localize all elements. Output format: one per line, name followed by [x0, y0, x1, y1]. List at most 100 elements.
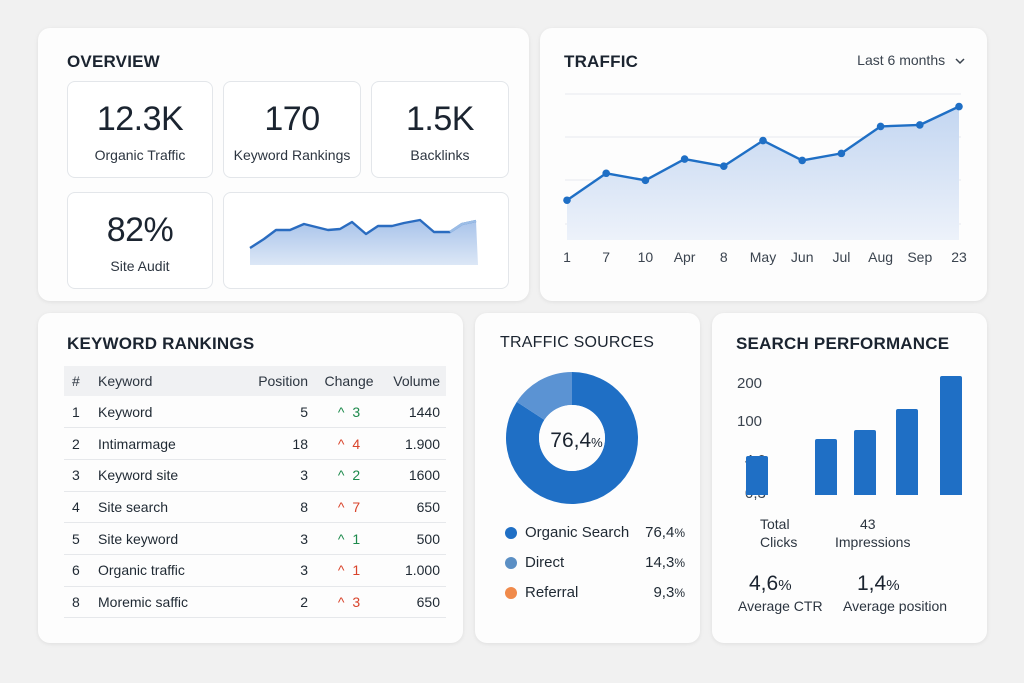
arrow-down-icon: ^ — [337, 593, 345, 610]
legend-item[interactable]: Direct 14,3% — [505, 553, 685, 573]
x-axis-tick-label: 10 — [638, 249, 654, 265]
organic-traffic-stat[interactable]: 12.3K Organic Traffic — [67, 81, 213, 178]
table-row[interactable]: 6 Organic traffic 3 ^ 1 1.000 — [64, 554, 446, 587]
column-header-position[interactable]: Position — [248, 366, 308, 396]
total-clicks-label-line1: Total — [760, 516, 790, 532]
legend-dot-icon — [505, 587, 517, 599]
search-performance-bar[interactable] — [815, 439, 837, 495]
traffic-data-point — [563, 196, 571, 205]
range-dropdown[interactable]: Last 6 months — [857, 52, 965, 68]
arrow-down-icon: ^ — [337, 498, 345, 515]
average-ctr-value: 4,6% — [749, 572, 792, 596]
total-clicks-label-line2: Clicks — [760, 534, 798, 550]
x-axis-tick-label: May — [750, 249, 776, 265]
change-indicator: ^ 3 — [329, 594, 369, 610]
impressions-value: 43 — [860, 516, 876, 532]
table-row[interactable]: 4 Site search 8 ^ 7 650 — [64, 491, 446, 524]
keyword-rankings-card: KEYWORD RANKINGS # Keyword Position Chan… — [38, 313, 463, 643]
change-value: 3 — [352, 403, 361, 420]
traffic-data-point — [641, 176, 650, 185]
change-value: 1 — [352, 562, 361, 579]
table-row[interactable]: 2 Intimarmage 18 ^ 4 1.900 — [64, 427, 446, 460]
row-change: ^ 1 — [308, 522, 382, 555]
donut-hole — [539, 405, 605, 471]
arrow-up-icon: ^ — [337, 467, 345, 484]
legend-item[interactable]: Organic Search 76,4% — [505, 523, 685, 543]
legend-value-number: 76,4 — [645, 524, 675, 541]
change-indicator: ^ 2 — [329, 467, 369, 483]
legend-value: 14,3% — [645, 554, 685, 571]
row-position: 18 — [248, 427, 308, 460]
row-index: 1 — [64, 396, 98, 429]
row-index: 2 — [64, 427, 98, 460]
traffic-sources-donut — [506, 372, 638, 504]
change-indicator: ^ 7 — [329, 499, 369, 515]
traffic-data-point — [798, 156, 806, 165]
average-ctr-number: 4,6 — [749, 572, 779, 595]
donut-center-value: 76,4% — [480, 429, 673, 453]
column-header-change[interactable]: Change — [308, 366, 382, 396]
legend-value: 76,4% — [645, 524, 685, 541]
keyword-rankings-label: Keyword Rankings — [233, 147, 351, 163]
axis-tick-label: 200 — [737, 375, 763, 392]
traffic-title: TRAFFIC — [564, 52, 639, 71]
table-row[interactable]: 3 Keyword site 3 ^ 2 1600 — [64, 459, 446, 492]
row-volume: 1440 — [382, 396, 446, 429]
change-indicator: ^ 4 — [329, 436, 369, 452]
search-performance-bar[interactable] — [854, 429, 876, 495]
average-ctr-label: Average CTR — [738, 598, 823, 614]
row-volume: 650 — [382, 491, 446, 524]
arrow-up-icon: ^ — [337, 403, 345, 420]
average-position-label: Average position — [843, 598, 948, 614]
row-keyword: Site keyword — [98, 522, 248, 555]
site-audit-stat[interactable]: 82% Site Audit — [67, 192, 213, 289]
change-value: 2 — [352, 467, 361, 484]
site-audit-value: 82% — [106, 211, 174, 249]
row-change: ^ 7 — [308, 491, 382, 524]
donut-center-unit: % — [591, 435, 603, 450]
row-volume: 1.900 — [382, 427, 446, 460]
sparkline-line — [249, 218, 477, 250]
sparkline-tail — [449, 219, 477, 233]
site-audit-label: Site Audit — [110, 258, 170, 274]
axis-tick-label: 100 — [737, 413, 763, 430]
row-change: ^ 3 — [308, 396, 382, 429]
x-axis-tick-label: Apr — [674, 249, 696, 265]
row-position: 5 — [248, 396, 308, 429]
column-header-keyword[interactable]: Keyword — [98, 366, 248, 396]
traffic-data-point — [955, 102, 963, 111]
average-ctr-unit: % — [778, 577, 792, 594]
donut-slice — [506, 372, 638, 504]
legend-name: Organic Search — [525, 524, 630, 541]
legend-item[interactable]: Referral 9,3% — [505, 583, 685, 603]
x-axis-tick-label: Sep — [907, 249, 932, 265]
x-axis-tick-label: Jul — [832, 249, 850, 265]
table-row[interactable]: 1 Keyword 5 ^ 3 1440 — [64, 396, 446, 429]
search-performance-bar[interactable] — [896, 408, 918, 495]
row-volume: 1.000 — [382, 554, 446, 587]
x-axis-tick-label: Aug — [868, 249, 893, 265]
table-row[interactable]: 5 Site keyword 3 ^ 1 500 — [64, 522, 446, 555]
search-performance-bar[interactable] — [746, 456, 768, 495]
legend-value-unit: % — [674, 586, 685, 600]
table-header-row: # Keyword Position Change Volume — [64, 366, 446, 396]
column-header-volume[interactable]: Volume — [382, 366, 446, 396]
keyword-rankings-stat[interactable]: 170 Keyword Rankings — [223, 81, 361, 178]
backlinks-stat[interactable]: 1.5K Backlinks — [371, 81, 509, 178]
traffic-data-point — [759, 136, 767, 145]
x-axis-tick-label: 7 — [602, 249, 610, 265]
column-header-index[interactable]: # — [64, 366, 98, 396]
row-keyword: Organic traffic — [98, 554, 248, 587]
traffic-data-point — [876, 122, 885, 131]
table-row[interactable]: 8 Moremic saffic 2 ^ 3 650 — [64, 586, 446, 619]
traffic-data-point — [837, 149, 846, 158]
backlinks-label: Backlinks — [410, 147, 470, 163]
traffic-data-point — [720, 162, 728, 170]
row-position: 3 — [248, 459, 308, 492]
legend-dot-icon — [505, 527, 517, 539]
change-indicator: ^ 3 — [329, 404, 369, 420]
change-value: 3 — [352, 593, 361, 610]
row-change: ^ 2 — [308, 459, 382, 492]
donut-center-number: 76,4 — [550, 429, 592, 452]
search-performance-bar[interactable] — [940, 376, 962, 495]
